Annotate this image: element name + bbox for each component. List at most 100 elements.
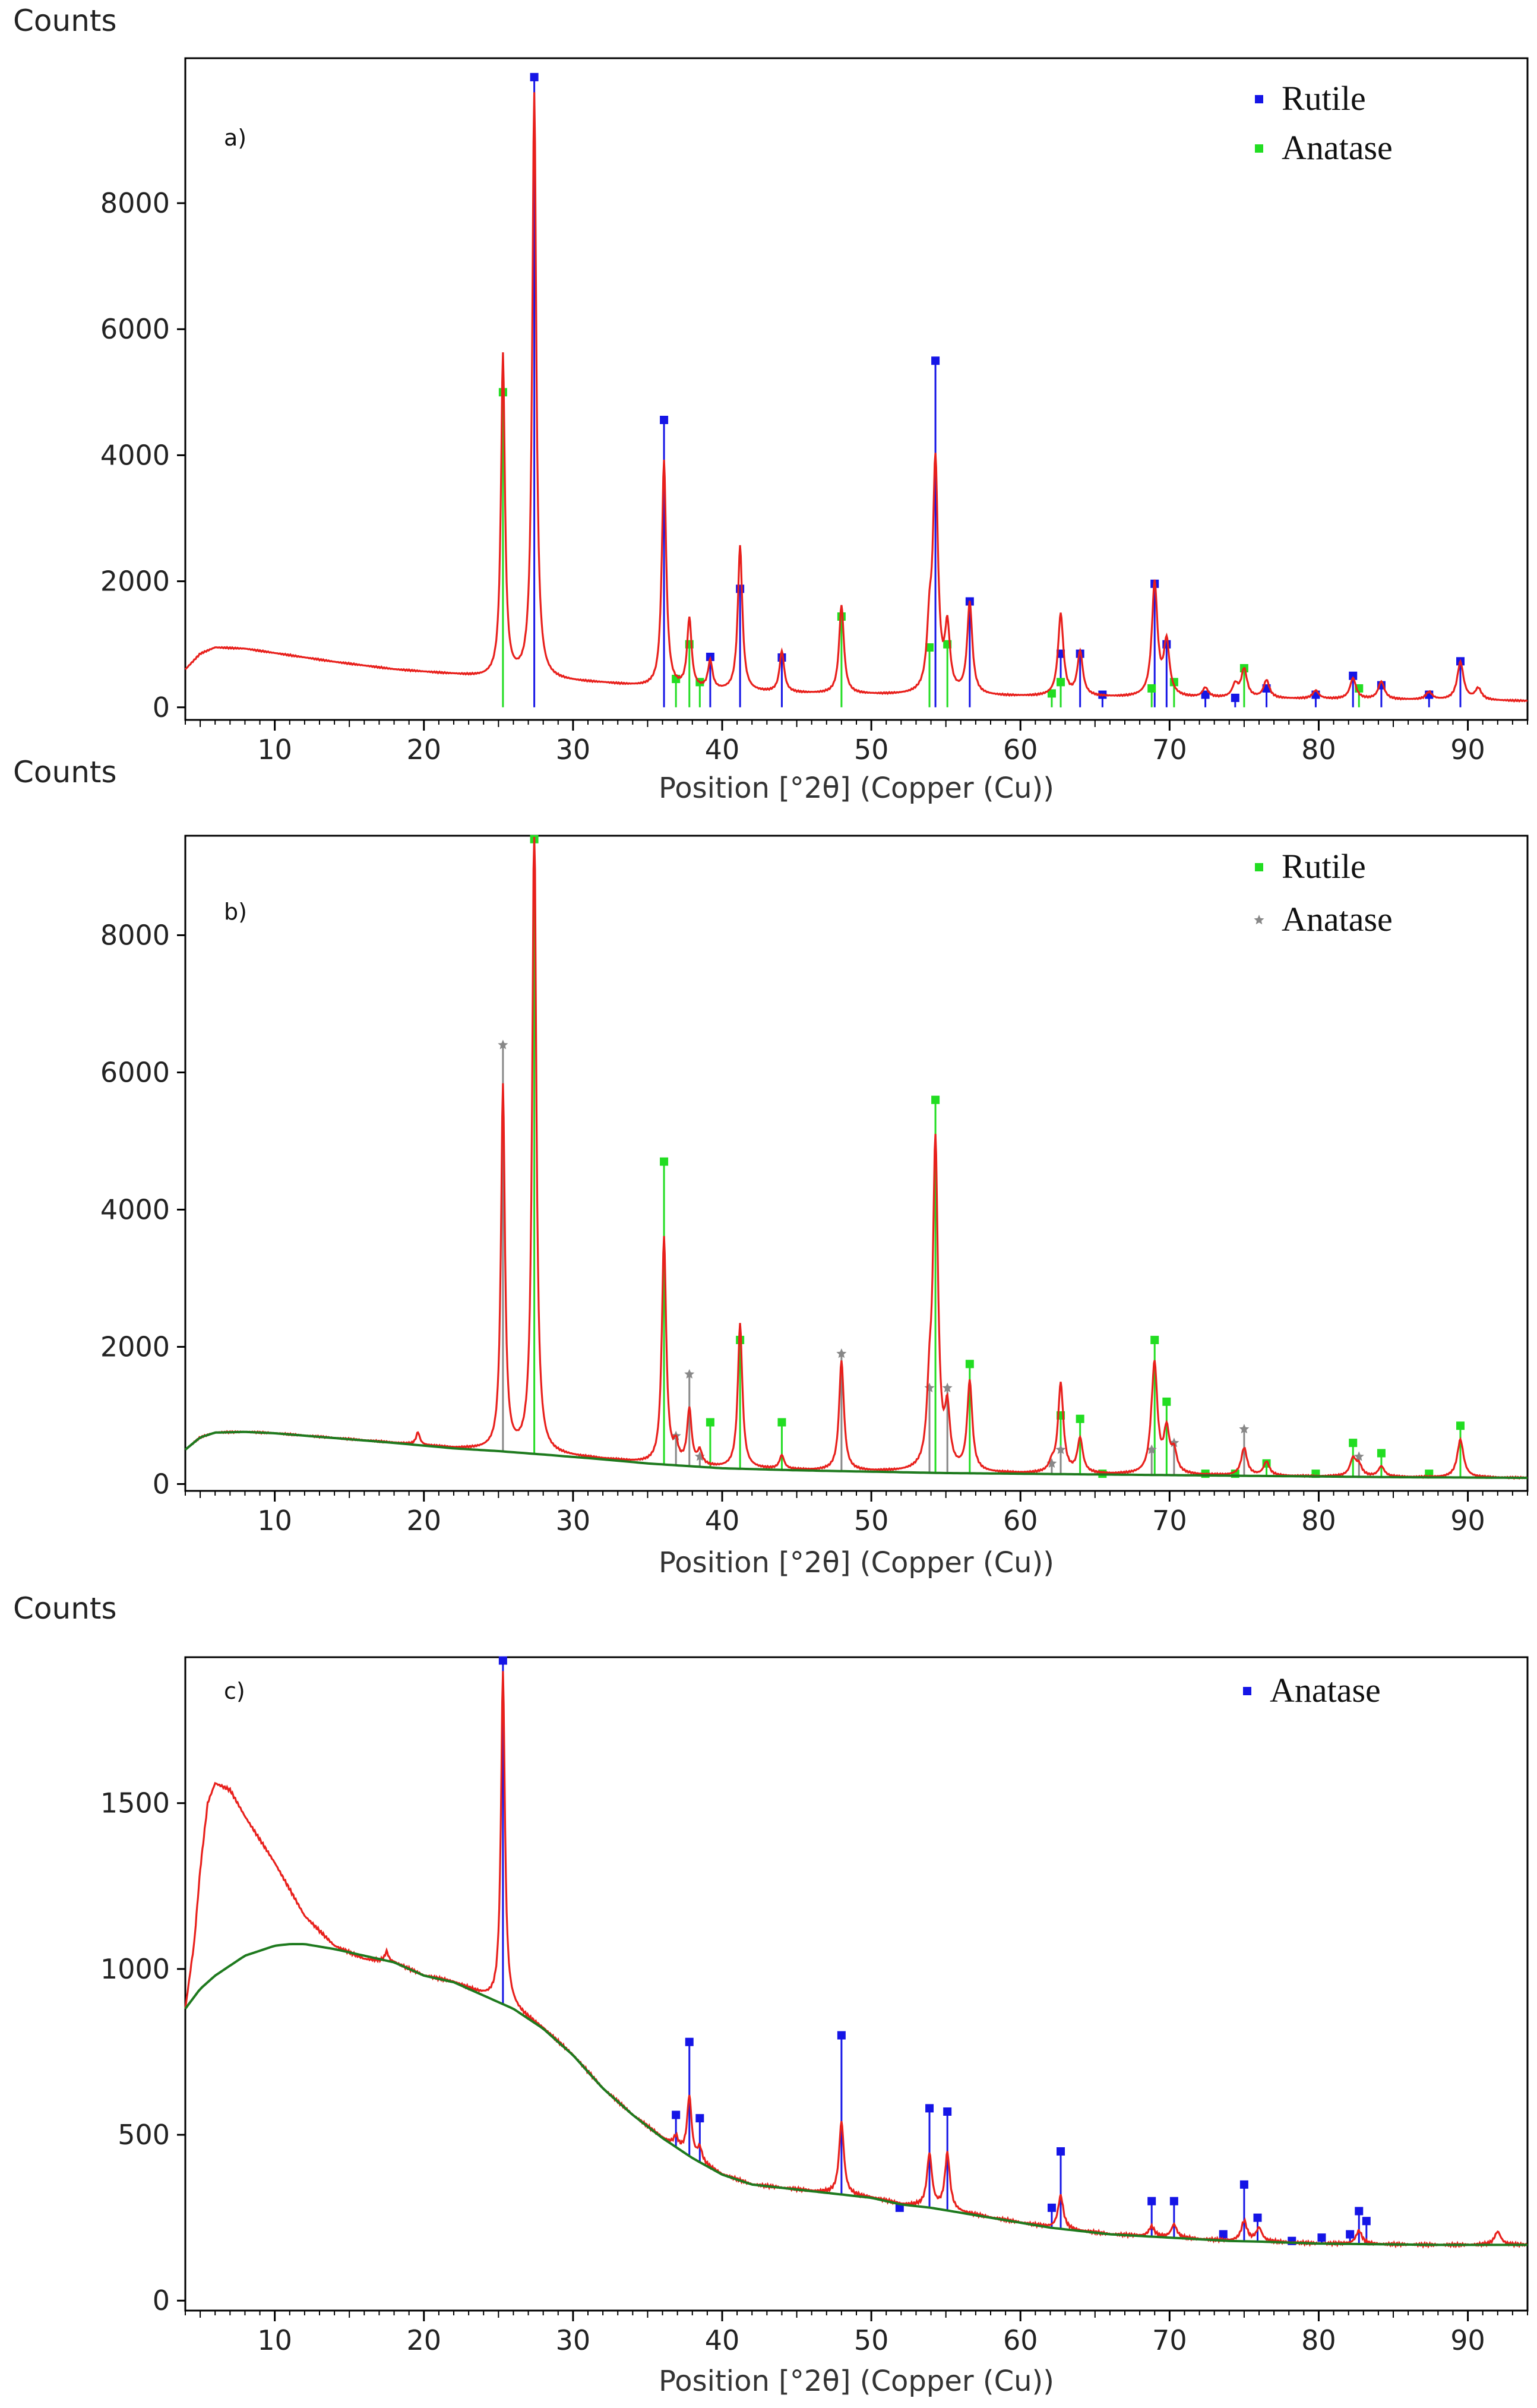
- reference-marker-rutile: [931, 1095, 940, 1104]
- reference-marker-anatase: [1169, 2197, 1178, 2205]
- x-tick-label: 60: [1003, 734, 1038, 766]
- legend-label-anatase: Anatase: [1282, 128, 1393, 167]
- y-tick-label: 6000: [100, 313, 170, 345]
- reference-marker-anatase: [1057, 678, 1065, 687]
- legend-marker: [1243, 1687, 1251, 1695]
- x-tick-label: 70: [1152, 734, 1187, 766]
- x-tick-label: 30: [556, 2324, 591, 2356]
- reference-marker-anatase: [498, 1039, 508, 1050]
- reference-marker-anatase: [837, 2031, 846, 2040]
- y-tick-label: 4000: [100, 1193, 170, 1225]
- reference-marker-rutile: [660, 415, 669, 424]
- y-tick-label: 1500: [100, 1787, 170, 1819]
- x-tick-label: 30: [556, 734, 591, 766]
- y-tick-label: 8000: [100, 919, 170, 951]
- x-tick-label: 20: [407, 734, 442, 766]
- x-tick-label: 40: [705, 1505, 740, 1537]
- x-tick-label: 50: [854, 2324, 889, 2356]
- reference-marker-rutile: [1076, 1414, 1084, 1423]
- x-tick-label: 90: [1450, 734, 1485, 766]
- y-tick-label: 0: [153, 691, 170, 723]
- reference-marker-anatase: [1147, 684, 1156, 693]
- y-axis-title: Counts: [13, 4, 117, 38]
- legend-marker: [1255, 95, 1263, 103]
- x-tick-label: 10: [257, 734, 292, 766]
- reference-marker-anatase: [684, 1369, 695, 1379]
- reference-marker-anatase: [1239, 2180, 1248, 2189]
- reference-marker-anatase: [895, 2203, 904, 2212]
- x-tick-label: 90: [1450, 1505, 1485, 1537]
- legend-label-rutile: Rutile: [1282, 79, 1366, 118]
- panel-c: 0 500 1000 1500 10 20 30 40 50 60 70 80 90 Counts Posi…: [13, 1591, 1529, 2398]
- legend-label-anatase: Anatase: [1270, 1671, 1381, 1709]
- reference-marker-rutile: [1377, 1449, 1386, 1458]
- y-tick-label: 2000: [100, 1331, 170, 1363]
- reference-marker-rutile: [1349, 1439, 1358, 1448]
- background-curve-line: [184, 1430, 1528, 1480]
- x-tick-label: 50: [854, 1505, 889, 1537]
- x-tick-label: 80: [1301, 1505, 1336, 1537]
- reference-marker-anatase: [1147, 2197, 1156, 2205]
- reference-marker-anatase: [942, 1382, 953, 1392]
- reference-marker-anatase: [943, 2107, 952, 2116]
- x-tick-label: 60: [1003, 2324, 1038, 2356]
- panel-b: 0 2000 4000 6000 8000 10 20 30 40 50 60 70 80 90 Count…: [13, 755, 1529, 1579]
- x-tick-label: 10: [257, 1505, 292, 1537]
- y-tick-label: 0: [153, 2284, 170, 2317]
- x-tick-label: 80: [1301, 2324, 1336, 2356]
- reference-marker-rutile: [706, 1418, 714, 1427]
- y-tick-label: 4000: [100, 439, 170, 471]
- reference-marker-rutile: [1349, 671, 1358, 680]
- x-tick-label: 70: [1152, 2324, 1187, 2356]
- y-tick-label: 2000: [100, 565, 170, 598]
- panel-label: b): [224, 899, 247, 925]
- x-tick-label: 50: [854, 734, 889, 766]
- y-tick-label: 0: [153, 1468, 170, 1500]
- reference-marker-anatase: [925, 643, 934, 652]
- reference-marker-anatase: [1046, 1458, 1057, 1468]
- y-tick-label: 8000: [100, 187, 170, 219]
- x-tick-label: 30: [556, 1505, 591, 1537]
- reference-marker-anatase: [1146, 1444, 1157, 1454]
- panel-a: 0 2000 4000 6000 8000 10 20 30 40 50 60 70 80 90 Count…: [13, 4, 1529, 805]
- reference-marker-rutile: [1231, 693, 1239, 702]
- reference-marker-rutile: [1456, 1421, 1465, 1430]
- observed-pattern-line: [184, 92, 1528, 703]
- x-axis-title: Position [°2θ] (Copper (Cu)): [659, 1546, 1054, 1579]
- y-tick-label: 1000: [100, 1953, 170, 1985]
- y-tick-label: 500: [118, 2119, 170, 2151]
- reference-marker-rutile: [660, 1157, 669, 1166]
- reference-marker-rutile: [965, 1360, 974, 1369]
- reference-marker-anatase: [1353, 1451, 1364, 1461]
- reference-marker-anatase: [1239, 1424, 1250, 1434]
- reference-marker-anatase: [1047, 2203, 1056, 2212]
- reference-marker-rutile: [1201, 690, 1210, 699]
- x-tick-label: 10: [257, 2324, 292, 2356]
- x-tick-label: 20: [407, 2324, 442, 2356]
- reference-marker-rutile: [1162, 1397, 1171, 1406]
- reference-marker-anatase: [1055, 1444, 1066, 1454]
- observed-pattern-line: [184, 1671, 1528, 2249]
- reference-marker-rutile: [530, 72, 539, 81]
- reference-marker-rutile: [931, 356, 940, 365]
- x-axis-title: Position [°2θ] (Copper (Cu)): [659, 2365, 1054, 2398]
- legend-label-anatase: Anatase: [1282, 900, 1393, 938]
- panel-label: a): [224, 125, 246, 151]
- reference-marker-anatase: [1346, 2230, 1355, 2239]
- y-axis-title: Counts: [13, 755, 117, 789]
- reference-marker-anatase: [1057, 2147, 1065, 2156]
- x-tick-label: 90: [1450, 2324, 1485, 2356]
- reference-marker-anatase: [498, 1656, 507, 1665]
- reference-marker-anatase: [1317, 2233, 1326, 2242]
- reference-marker-anatase: [1047, 689, 1056, 698]
- plot-frame: [184, 1656, 1529, 2312]
- reference-marker-rutile: [1150, 1335, 1159, 1344]
- reference-marker-anatase: [695, 2114, 704, 2123]
- reference-marker-anatase: [925, 2104, 934, 2113]
- legend-marker: [1255, 863, 1263, 871]
- reference-marker-anatase: [685, 2037, 694, 2046]
- reference-marker-anatase: [1362, 2217, 1371, 2226]
- reference-marker-anatase: [672, 2110, 681, 2119]
- x-axis-title: Position [°2θ] (Copper (Cu)): [659, 772, 1054, 805]
